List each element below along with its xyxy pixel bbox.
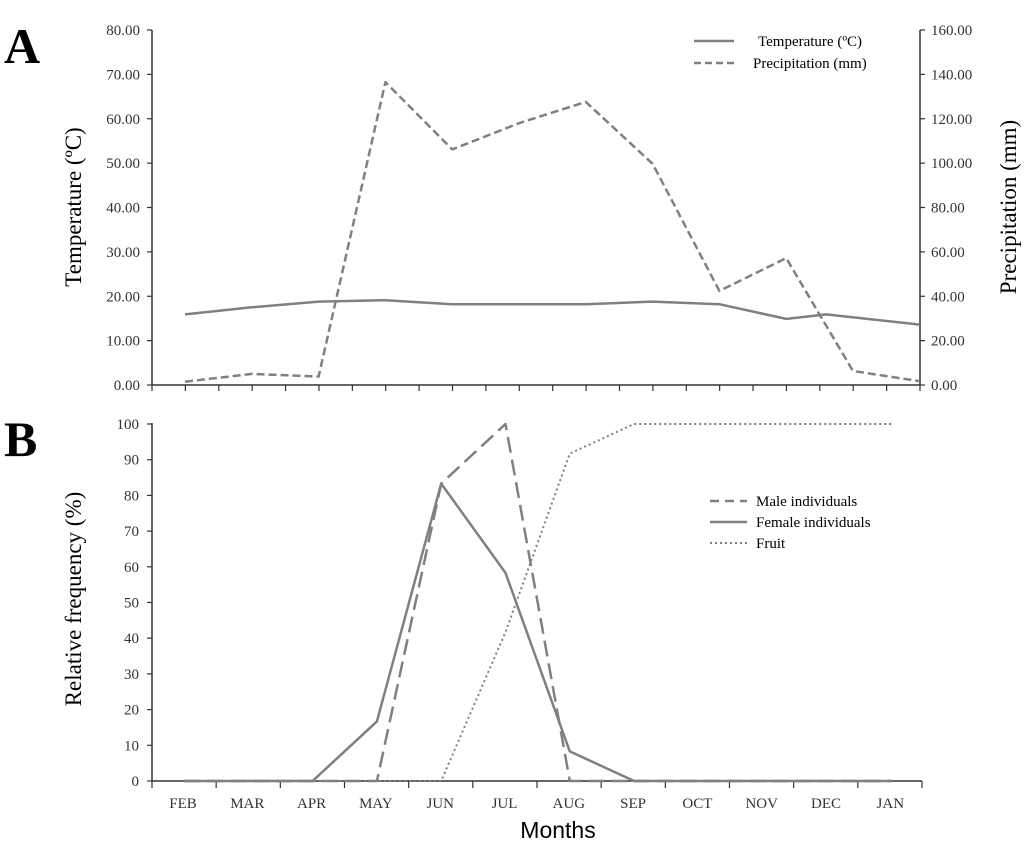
panel-a-y-tick-label: 80.00 [106,23,140,39]
panel-b-x-tick-label: APR [297,796,326,812]
panel-a-y-tick-label: 30.00 [106,245,140,261]
panel-b-y-tick-label: 0 [132,774,140,790]
panel-a-y2-tick-label: 80.00 [931,201,965,217]
legend-label-temperature: Temperature (ºC) [758,34,862,50]
panel-b-y-tick-label: 70 [124,524,139,540]
panel-label-b: B [4,411,37,467]
panel-a-y-tick-label: 20.00 [106,289,140,305]
panel-a-y2-tick-label: 20.00 [931,334,965,350]
panel-b-y-tick-label: 90 [124,453,139,469]
panel-b-x-tick-label: OCT [682,796,712,812]
panel-b-series-line-male [184,422,892,783]
panel-a-y-tick-label: 50.00 [106,156,140,172]
panel-b-y-tick-label: 30 [124,667,139,683]
panel-b-x-axis-title: Months [520,817,595,843]
panel-a-series-line-precipitation [184,80,920,383]
legend-label-precipitation: Precipitation (mm) [753,56,867,72]
legend-label-fruit: Fruit [756,536,786,552]
panel-b-x-tick-label: FEB [169,796,197,812]
panel-a-y2-tick-label: 40.00 [931,289,965,305]
panel-a-y2-tick-label: 100.00 [931,156,972,172]
panel-a-y-axis-title: Temperature (ºC) [61,127,86,286]
panel-b-y-tick-label: 50 [124,596,139,612]
panel-b-series-line-female [184,482,892,783]
panel-a-legend: Temperature (ºC) Precipitation (mm) [694,34,867,72]
panel-b-x-tick-label: DEC [811,796,841,812]
panel-a-y-tick-label: 60.00 [106,112,140,128]
panel-a-y-tick-label: 10.00 [106,334,140,350]
panel-a-y2-tick-label: 140.00 [931,67,972,83]
panel-label-a: A [4,18,40,74]
panel-b-y-tick-label: 20 [124,703,139,719]
panel-b-x-tick-label: JAN [877,796,905,812]
panel-b-x-tick-label: JUN [426,796,454,812]
panel-b-x-tick-label: MAY [359,796,393,812]
panel-b-x-tick-label: AUG [553,796,586,812]
panel-a-y2-axis-title: Precipitation (mm) [996,120,1021,294]
panel-a-y-tick-label: 70.00 [106,67,140,83]
panel-b-chart: 0 10 20 30 40 50 60 70 80 90 100 FEB MAR APR MAY JUN JU… [61,417,923,843]
panel-a-y-tick-label: 40.00 [106,201,140,217]
panel-a-chart: 0.00 10.00 20.00 30.00 40.00 50.00 60.00 70.00 8… [61,23,1021,394]
panel-b-x-tick-label: JUL [492,796,518,812]
panel-b-y-tick-label: 40 [124,631,139,647]
panel-b-y-tick-label: 10 [124,738,139,754]
panel-b-x-tick-label: NOV [745,796,778,812]
panel-a-y2-tick-label: 0.00 [931,378,957,394]
panel-a-y-tick-label: 0.00 [114,378,140,394]
panel-a-y2-tick-label: 60.00 [931,245,965,261]
panel-b-y-tick-label: 80 [124,488,139,504]
panel-b-y-tick-label: 100 [117,417,140,433]
legend-label-male: Male individuals [756,494,857,510]
panel-a-y2-tick-label: 120.00 [931,112,972,128]
panel-b-x-tick-label: MAR [230,796,264,812]
panel-b-y-axis-title: Relative frequency (%) [61,492,86,707]
panel-b-x-tick-label: SEP [620,796,646,812]
panel-b-y-tick-label: 60 [124,560,139,576]
legend-label-female: Female individuals [756,515,871,531]
panel-a-y2-tick-label: 160.00 [931,23,972,39]
panel-b-legend: Male individuals Female individuals Frui… [710,494,871,552]
panel-a-series-line-temperature [184,298,920,326]
